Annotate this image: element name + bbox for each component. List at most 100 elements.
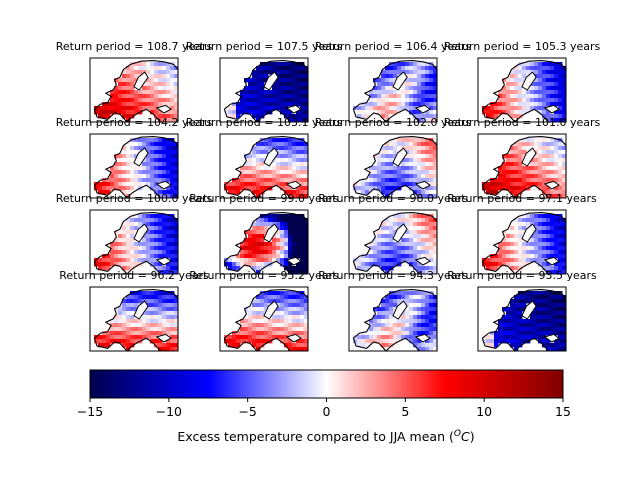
heatmap-cell	[514, 315, 519, 320]
heatmap-cell	[530, 86, 535, 91]
heatmap-cell	[538, 250, 543, 255]
heatmap-cell	[300, 110, 305, 115]
heatmap-cell	[248, 246, 253, 251]
heatmap-cell	[514, 86, 519, 91]
heatmap-cell	[276, 319, 281, 324]
heatmap-cell	[534, 315, 539, 320]
heatmap-cell	[381, 258, 386, 263]
heatmap-cell	[425, 230, 430, 235]
heatmap-cell	[272, 170, 277, 175]
heatmap-cell	[522, 218, 527, 223]
heatmap-cell	[413, 214, 418, 219]
heatmap-cell	[562, 114, 567, 119]
heatmap-cell	[409, 299, 414, 304]
heatmap-cell	[522, 66, 527, 71]
heatmap-cell	[304, 266, 309, 271]
heatmap-cell	[393, 335, 398, 340]
heatmap-cell	[146, 226, 151, 231]
heatmap-cell	[272, 335, 277, 340]
heatmap-cell	[134, 262, 139, 267]
heatmap-cell	[522, 222, 527, 227]
heatmap-cell	[522, 138, 527, 143]
heatmap-cell	[284, 146, 289, 151]
heatmap-cell	[122, 238, 127, 243]
heatmap-cell	[122, 158, 127, 163]
heatmap-cell	[554, 262, 559, 267]
heatmap-cell	[252, 178, 257, 183]
heatmap-cell	[268, 62, 273, 67]
heatmap-cell	[502, 323, 507, 328]
heatmap-cell	[558, 162, 563, 167]
heatmap-cell	[256, 178, 261, 183]
heatmap-cell	[110, 98, 115, 103]
heatmap-cell	[538, 178, 543, 183]
heatmap-cell	[538, 78, 543, 83]
heatmap-cell	[417, 190, 422, 195]
heatmap-cell	[429, 94, 434, 99]
heatmap-cell	[296, 214, 301, 219]
heatmap-cell	[546, 250, 551, 255]
heatmap-cell	[138, 295, 143, 300]
heatmap-cell	[417, 222, 422, 227]
heatmap-cell	[554, 194, 559, 199]
heatmap-cell	[292, 291, 297, 296]
heatmap-cell	[377, 182, 382, 187]
heatmap-cell	[413, 162, 418, 167]
heatmap-cell	[425, 142, 430, 147]
heatmap-cell	[150, 327, 155, 332]
heatmap-cell	[300, 186, 305, 191]
heatmap-cell	[538, 74, 543, 79]
heatmap-cell	[413, 331, 418, 336]
heatmap-cell	[514, 142, 519, 147]
heatmap-cell	[284, 226, 289, 231]
heatmap-cell	[134, 74, 139, 79]
heatmap-cell	[417, 291, 422, 296]
baltic-coastline	[521, 71, 537, 91]
heatmap-cell	[166, 218, 171, 223]
heatmap-cell	[300, 238, 305, 243]
heatmap-cell	[550, 78, 555, 83]
heatmap-cell	[110, 335, 115, 340]
heatmap-cell	[417, 238, 422, 243]
heatmap-cell	[421, 162, 426, 167]
heatmap-cell	[256, 339, 261, 344]
heatmap-cell	[385, 226, 390, 231]
heatmap-cell	[385, 311, 390, 316]
heatmap-cell	[114, 339, 119, 344]
heatmap-cell	[393, 327, 398, 332]
heatmap-cell	[429, 102, 434, 107]
heatmap-cell	[510, 242, 515, 247]
heatmap-cell	[433, 86, 438, 91]
heatmap-cell	[244, 323, 249, 328]
heatmap-cell	[158, 102, 163, 107]
heatmap-cell	[381, 170, 386, 175]
heatmap-cell	[114, 186, 119, 191]
heatmap-cell	[304, 154, 309, 159]
heatmap-cell	[526, 254, 531, 259]
heatmap-cell	[554, 186, 559, 191]
heatmap-cell	[546, 74, 551, 79]
heatmap-cell	[518, 319, 523, 324]
heatmap-cell	[522, 230, 527, 235]
heatmap-cell	[369, 258, 374, 263]
heatmap-cell	[118, 106, 123, 111]
heatmap-cell	[300, 102, 305, 107]
heatmap-cell	[542, 315, 547, 320]
heatmap-cell	[429, 323, 434, 328]
heatmap-cell	[413, 178, 418, 183]
heatmap-cell	[292, 114, 297, 119]
heatmap-cell	[154, 323, 159, 328]
heatmap-cell	[102, 258, 107, 263]
heatmap-cell	[162, 218, 167, 223]
heatmap-cell	[401, 142, 406, 147]
heatmap-cell	[534, 222, 539, 227]
heatmap-cell	[514, 246, 519, 251]
heatmap-cell	[538, 234, 543, 239]
heatmap-cell	[494, 114, 499, 119]
heatmap-cell	[401, 295, 406, 300]
heatmap-cell	[421, 323, 426, 328]
heatmap-cell	[154, 250, 159, 255]
heatmap-cell	[292, 323, 297, 328]
heatmap-cell	[373, 250, 378, 255]
heatmap-cell	[126, 78, 131, 83]
